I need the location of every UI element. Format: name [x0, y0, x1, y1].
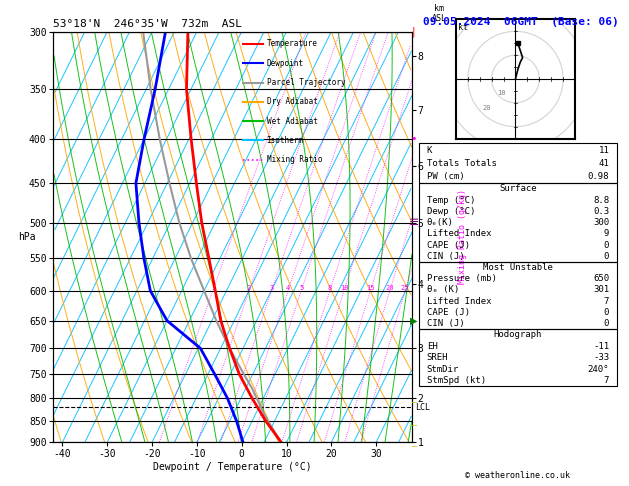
- Text: 1: 1: [211, 285, 215, 291]
- Text: 10: 10: [497, 90, 506, 96]
- Text: StmSpd (kt): StmSpd (kt): [427, 376, 486, 385]
- Text: 4: 4: [286, 285, 290, 291]
- Text: Temperature: Temperature: [267, 39, 318, 49]
- Text: PW (cm): PW (cm): [427, 172, 464, 181]
- Text: StmDir: StmDir: [427, 364, 459, 374]
- Text: Pressure (mb): Pressure (mb): [427, 274, 497, 283]
- Text: 25: 25: [401, 285, 409, 291]
- Text: 0: 0: [604, 308, 609, 317]
- Text: 0.3: 0.3: [593, 207, 609, 216]
- Text: Dry Adiabat: Dry Adiabat: [267, 97, 318, 106]
- Text: 7: 7: [604, 376, 609, 385]
- Text: Hodograph: Hodograph: [494, 330, 542, 339]
- Text: 301: 301: [593, 285, 609, 295]
- Text: CIN (J): CIN (J): [427, 252, 464, 261]
- Text: K: K: [427, 145, 432, 155]
- Text: 0: 0: [604, 241, 609, 250]
- Text: CIN (J): CIN (J): [427, 319, 464, 328]
- Text: 0.98: 0.98: [587, 172, 609, 181]
- Text: Wet Adiabat: Wet Adiabat: [267, 117, 318, 125]
- Text: Lifted Index: Lifted Index: [427, 229, 491, 238]
- Text: 3: 3: [269, 285, 274, 291]
- Text: θₑ(K): θₑ(K): [427, 218, 454, 227]
- Text: _: _: [411, 393, 416, 403]
- Text: 5: 5: [299, 285, 303, 291]
- Text: kt: kt: [459, 23, 469, 32]
- Text: Dewpoint: Dewpoint: [267, 59, 304, 68]
- Text: 650: 650: [593, 274, 609, 283]
- Text: 240°: 240°: [587, 364, 609, 374]
- Text: 8.8: 8.8: [593, 195, 609, 205]
- Text: 20: 20: [482, 104, 491, 111]
- Text: 0: 0: [604, 319, 609, 328]
- Text: Mixing Ratio (g/kg): Mixing Ratio (g/kg): [458, 190, 467, 284]
- Text: LCL: LCL: [416, 403, 431, 412]
- X-axis label: Dewpoint / Temperature (°C): Dewpoint / Temperature (°C): [153, 462, 312, 472]
- Text: CAPE (J): CAPE (J): [427, 308, 470, 317]
- Text: -11: -11: [593, 342, 609, 351]
- Text: Parcel Trajectory: Parcel Trajectory: [267, 78, 345, 87]
- Text: hPa: hPa: [18, 232, 35, 242]
- Text: 2: 2: [247, 285, 251, 291]
- Text: -33: -33: [593, 353, 609, 362]
- Text: CAPE (J): CAPE (J): [427, 241, 470, 250]
- Text: ≡: ≡: [409, 216, 419, 229]
- Text: ▶: ▶: [410, 315, 418, 326]
- Text: 41: 41: [598, 159, 609, 168]
- Text: Lifted Index: Lifted Index: [427, 296, 491, 306]
- Text: 8: 8: [328, 285, 332, 291]
- Text: 7: 7: [604, 296, 609, 306]
- Text: © weatheronline.co.uk: © weatheronline.co.uk: [465, 471, 569, 480]
- Text: Totals Totals: Totals Totals: [427, 159, 497, 168]
- Text: _: _: [411, 416, 416, 426]
- Text: Mixing Ratio: Mixing Ratio: [267, 155, 322, 164]
- Text: 20: 20: [386, 285, 394, 291]
- Text: |: |: [412, 26, 416, 37]
- Text: 9: 9: [604, 229, 609, 238]
- Text: Most Unstable: Most Unstable: [483, 263, 553, 272]
- Text: 300: 300: [593, 218, 609, 227]
- Text: Isotherm: Isotherm: [267, 136, 304, 145]
- Text: 0: 0: [604, 252, 609, 261]
- Text: 15: 15: [366, 285, 375, 291]
- Text: Dewp (°C): Dewp (°C): [427, 207, 476, 216]
- Text: •: •: [411, 134, 417, 144]
- Text: 09.05.2024  06GMT  (Base: 06): 09.05.2024 06GMT (Base: 06): [423, 17, 619, 27]
- Text: Surface: Surface: [499, 184, 537, 193]
- Text: km
ASL: km ASL: [431, 4, 447, 23]
- Text: 53°18'N  246°35'W  732m  ASL: 53°18'N 246°35'W 732m ASL: [53, 19, 242, 30]
- Text: 11: 11: [598, 145, 609, 155]
- Text: θₑ (K): θₑ (K): [427, 285, 459, 295]
- Text: SREH: SREH: [427, 353, 448, 362]
- Text: _: _: [411, 437, 416, 447]
- Text: 10: 10: [340, 285, 348, 291]
- Text: Temp (°C): Temp (°C): [427, 195, 476, 205]
- Text: EH: EH: [427, 342, 438, 351]
